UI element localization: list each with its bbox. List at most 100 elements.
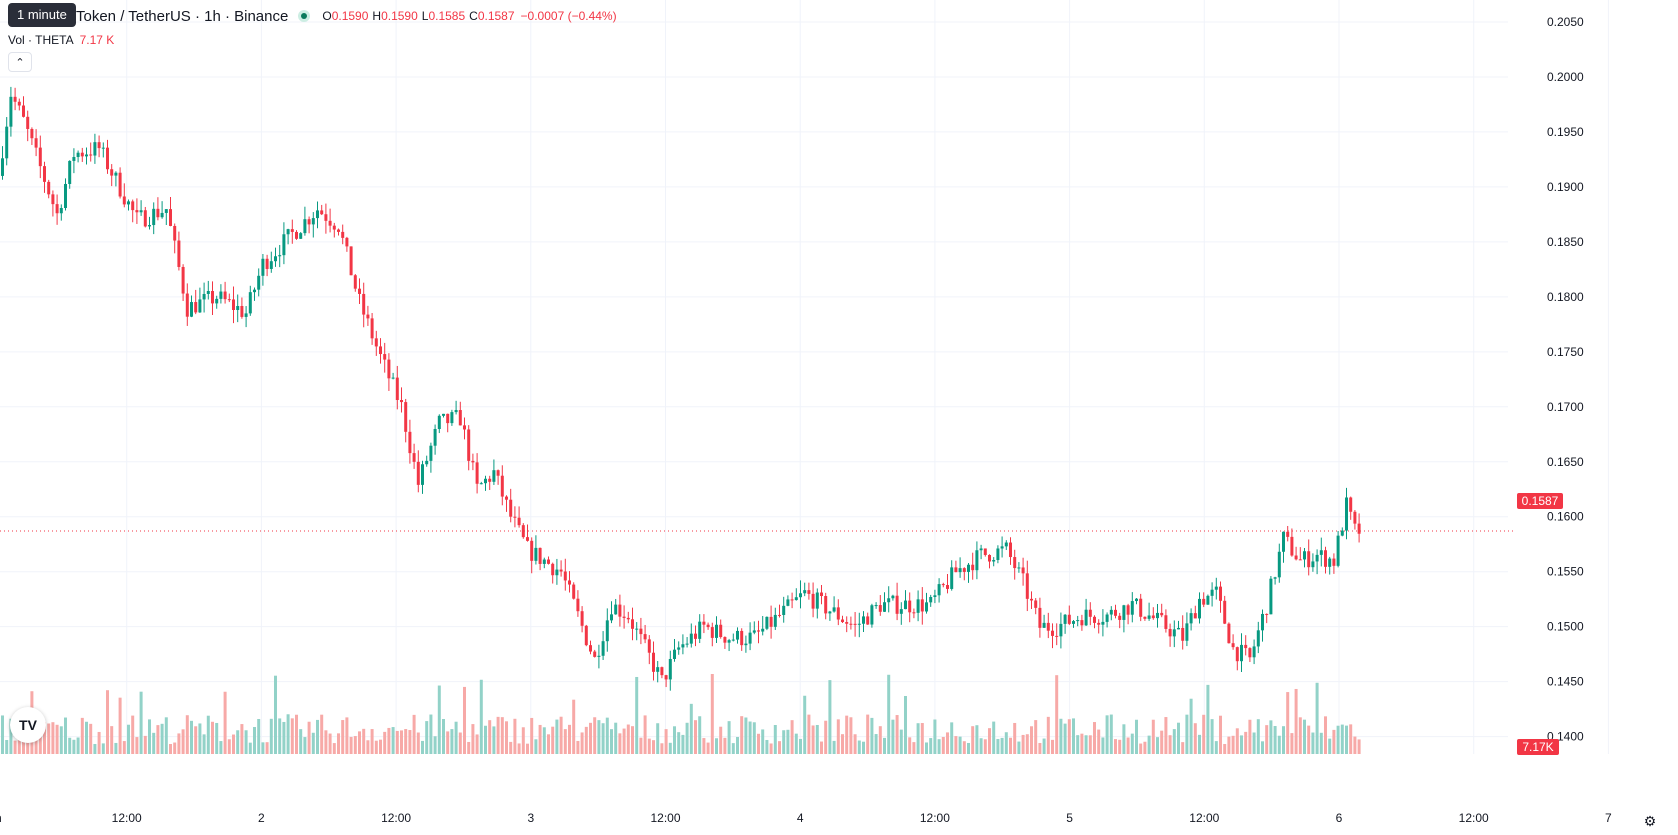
volume-bar — [47, 723, 51, 754]
candle-body — [1151, 615, 1155, 619]
volume-bar — [395, 730, 399, 754]
volume-bar — [236, 730, 240, 754]
candle-body — [996, 548, 1000, 560]
candle-body — [190, 302, 193, 317]
candle-body — [1336, 535, 1340, 566]
candle-body — [1168, 628, 1172, 637]
volume-legend-value: 7.17 K — [79, 33, 115, 47]
volume-bar — [832, 740, 836, 754]
candle-body — [597, 655, 601, 657]
candle-body — [975, 550, 979, 571]
candle-body — [1290, 536, 1294, 556]
volume-bar — [1160, 730, 1164, 754]
volume-bar — [1072, 718, 1075, 754]
candle-body — [719, 624, 723, 638]
candle-body — [177, 240, 181, 267]
volume-bar — [202, 734, 206, 754]
price-axis[interactable]: 0.2050 0.2000 0.1950 0.1900 0.1850 0.1800 0.17… — [1547, 15, 1584, 744]
candle-body — [286, 229, 290, 235]
volume-bar — [379, 739, 382, 754]
volume-bar — [685, 722, 689, 754]
volume-bar — [610, 729, 613, 754]
volume-bar — [1193, 723, 1197, 754]
candle-body — [1269, 578, 1273, 615]
volume-bar — [488, 720, 492, 754]
volume-bar — [1189, 698, 1193, 754]
candle-body — [870, 605, 874, 625]
time-tick-label: 12:00 — [381, 811, 411, 825]
volume-bar — [64, 717, 67, 754]
candle-body — [513, 516, 517, 518]
candle-body — [1193, 613, 1197, 619]
volume-bar — [677, 732, 681, 754]
candle-body — [1181, 627, 1185, 641]
volume-bar — [261, 742, 265, 754]
candle-body — [1219, 586, 1222, 601]
candle-body — [303, 219, 307, 234]
volume-bar — [1319, 732, 1323, 754]
candle-body — [1088, 609, 1092, 617]
candle-body — [379, 346, 382, 355]
volume-bar — [148, 719, 151, 754]
volume-bar — [1248, 719, 1252, 754]
volume-bar — [937, 739, 941, 754]
volume-bar — [1198, 734, 1201, 754]
volume-bar — [55, 724, 59, 754]
candle-body — [1013, 557, 1017, 569]
candle-body — [878, 605, 882, 612]
volume-bar — [962, 741, 966, 754]
candle-body — [278, 255, 282, 257]
candle-body — [1055, 635, 1059, 637]
candle-body — [492, 470, 496, 482]
candle-body — [689, 633, 693, 644]
volume-bar — [1261, 741, 1264, 754]
volume-legend[interactable]: Vol · THETA 7.17 K — [8, 33, 114, 47]
candle-body — [568, 580, 571, 585]
market-status-icon[interactable] — [298, 10, 311, 22]
gear-icon[interactable]: ⚙ — [1643, 812, 1657, 829]
close-value: 0.1587 — [477, 9, 515, 23]
time-tick-label: 12:00 — [920, 811, 950, 825]
volume-bar — [1311, 732, 1315, 754]
volume-bar — [988, 728, 991, 754]
volume-bar — [181, 729, 185, 754]
collapse-legend-button[interactable]: ⌃ — [8, 52, 32, 72]
volume-bar — [853, 734, 857, 754]
volume-bar — [1231, 735, 1235, 754]
last-volume-label: 7.17K — [1517, 739, 1559, 755]
candle-body — [496, 470, 500, 476]
volume-bar — [114, 742, 118, 754]
candle-body — [647, 639, 651, 653]
volume-bar — [500, 717, 504, 754]
volume-bar — [568, 724, 571, 754]
candle-body — [232, 299, 235, 310]
candle-body — [488, 478, 492, 482]
volume-bar — [891, 719, 895, 754]
candle-body — [13, 96, 17, 102]
price-tick-label: 0.1900 — [1547, 180, 1584, 194]
volume-bar — [17, 730, 21, 754]
candle-body — [442, 413, 445, 416]
time-axis[interactable]: Jun12:00212:00312:00412:00512:00612:0071… — [0, 811, 1678, 825]
volume-bar — [1139, 743, 1143, 754]
volume-bar — [484, 725, 487, 754]
volume-bar — [1290, 733, 1294, 754]
time-tick-label: 12:00 — [112, 811, 142, 825]
candle-body — [723, 637, 727, 643]
tradingview-logo-icon[interactable]: TV — [10, 707, 46, 743]
candle-body — [1223, 600, 1227, 624]
candle-body — [143, 210, 147, 227]
volume-bar — [727, 721, 731, 754]
candle-body — [593, 651, 597, 657]
candle-body — [1315, 554, 1319, 562]
volume-bar — [232, 734, 235, 754]
candle-body — [1273, 577, 1277, 579]
candle-body — [290, 229, 294, 232]
volume-bar — [1286, 692, 1290, 754]
volume-bar — [1172, 729, 1176, 754]
volume-bar — [1345, 725, 1348, 754]
symbol-title[interactable]: Token / TetherUS · 1h · Binance — [76, 7, 289, 25]
volume-bar — [555, 719, 559, 754]
candle-body — [1244, 644, 1248, 649]
